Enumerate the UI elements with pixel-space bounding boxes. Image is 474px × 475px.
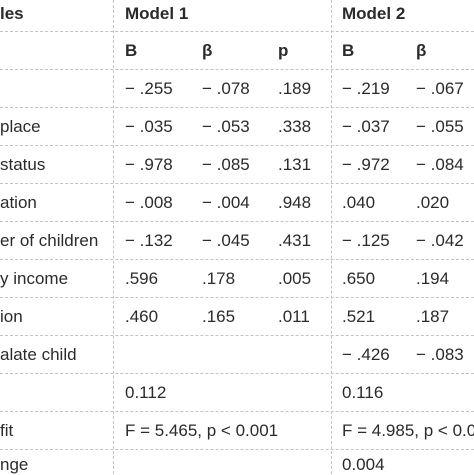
row-label: y income: [0, 269, 69, 288]
variables-header: les: [0, 4, 24, 23]
m1-r2-value: 0.112: [125, 383, 167, 402]
row-divider: [0, 145, 474, 146]
m2-beta-cell: .020: [416, 193, 450, 212]
row-divider: [0, 335, 474, 336]
m2-B-cell: − .037: [342, 117, 390, 136]
m1-beta-cell: .178: [202, 269, 236, 288]
row-divider: [0, 31, 474, 32]
m2-beta-cell: − .083: [416, 345, 464, 364]
m2-change-value: 0.004: [342, 455, 385, 474]
row-divider: [0, 297, 474, 298]
row-divider: [0, 411, 474, 412]
m1-p-header: p: [278, 41, 289, 60]
m2-beta-cell: .187: [416, 307, 450, 326]
m2-B-cell: − .426: [342, 345, 390, 364]
row-label: place: [0, 117, 41, 136]
m2-B-cell: .040: [342, 193, 376, 212]
m1-B-cell: − .035: [125, 117, 173, 136]
m1-B-cell: .460: [125, 307, 159, 326]
row-divider: [0, 373, 474, 374]
m1-beta-header: β: [202, 41, 213, 60]
m1-p-cell: .431: [278, 231, 312, 250]
row-divider: [0, 449, 474, 450]
m2-beta-cell: − .042: [416, 231, 464, 250]
m1-p-cell: .948: [278, 193, 312, 212]
m2-B-cell: .521: [342, 307, 376, 326]
column-divider: [331, 0, 332, 474]
row-label: ation: [0, 193, 37, 212]
m1-p-cell: .338: [278, 117, 312, 136]
row-divider: [0, 221, 474, 222]
model2-header: Model 2: [342, 4, 406, 23]
m1-beta-cell: − .078: [202, 79, 250, 98]
m1-p-cell: .189: [278, 79, 312, 98]
m2-B-cell: − .125: [342, 231, 390, 250]
m1-fit-value: F = 5.465, p < 0.001: [125, 421, 279, 440]
row-divider: [0, 107, 474, 108]
row-label: alate child: [0, 345, 77, 364]
m2-beta-cell: − .055: [416, 117, 464, 136]
m1-beta-cell: .165: [202, 307, 236, 326]
m1-p-cell: .011: [278, 307, 310, 326]
m2-fit-value: F = 4.985, p < 0.00: [342, 421, 474, 440]
m1-B-cell: − .132: [125, 231, 173, 250]
m1-beta-cell: − .053: [202, 117, 250, 136]
row-label: er of children: [0, 231, 99, 250]
m1-beta-cell: − .004: [202, 193, 250, 212]
m1-B-header: B: [125, 41, 138, 60]
m2-B-header: B: [342, 41, 355, 60]
m2-B-cell: .650: [342, 269, 376, 288]
m1-beta-cell: − .085: [202, 155, 250, 174]
m2-r2-value: 0.116: [342, 383, 384, 402]
fit-label: fit: [0, 421, 14, 440]
m2-beta-cell: .194: [416, 269, 450, 288]
model1-header: Model 1: [125, 4, 189, 23]
m1-B-cell: − .008: [125, 193, 173, 212]
m1-B-cell: − .255: [125, 79, 173, 98]
column-divider: [113, 0, 114, 474]
m2-beta-cell: − .067: [416, 79, 464, 98]
m1-p-cell: .005: [278, 269, 312, 288]
m1-B-cell: − .978: [125, 155, 173, 174]
change-label: nge: [0, 455, 29, 474]
row-label: ion: [0, 307, 23, 326]
m2-B-cell: − .219: [342, 79, 390, 98]
m1-B-cell: .596: [125, 269, 159, 288]
row-divider: [0, 69, 474, 70]
row-divider: [0, 183, 474, 184]
m2-beta-cell: − .084: [416, 155, 464, 174]
m2-beta-header: β: [416, 41, 427, 60]
m1-p-cell: .131: [278, 155, 312, 174]
row-divider: [0, 259, 474, 260]
m1-beta-cell: − .045: [202, 231, 250, 250]
m2-B-cell: − .972: [342, 155, 390, 174]
row-label: status: [0, 155, 46, 174]
